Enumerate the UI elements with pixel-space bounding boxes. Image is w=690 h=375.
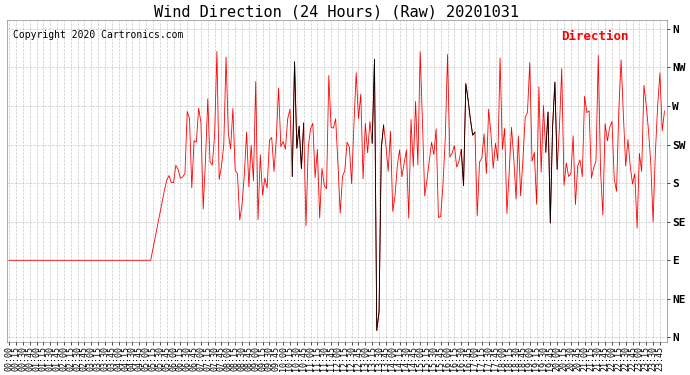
Text: Copyright 2020 Cartronics.com: Copyright 2020 Cartronics.com (13, 30, 184, 40)
Title: Wind Direction (24 Hours) (Raw) 20201031: Wind Direction (24 Hours) (Raw) 20201031 (155, 4, 520, 19)
Text: Direction: Direction (561, 30, 629, 43)
